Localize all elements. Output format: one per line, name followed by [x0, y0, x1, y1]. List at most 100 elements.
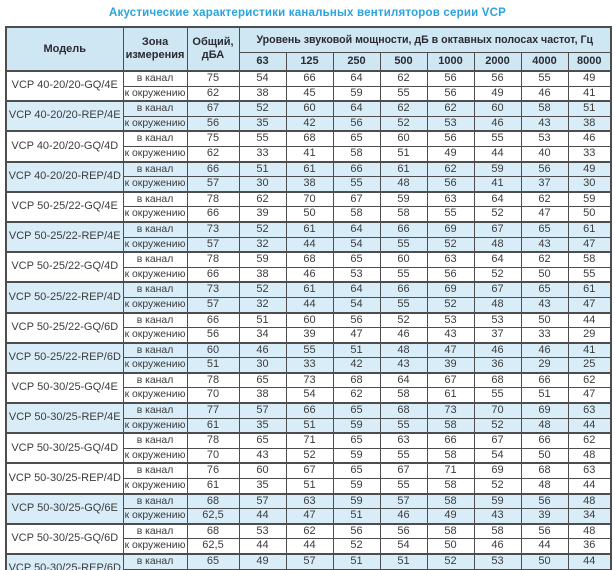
- band-level-cell: 63: [567, 402, 612, 419]
- band-level-cell: 49: [426, 508, 475, 525]
- total-dba-cell: 65: [186, 552, 240, 570]
- zone-cell: к окружению: [122, 508, 188, 525]
- band-level-cell: 53: [520, 130, 569, 147]
- band-level-cell: 67: [473, 432, 522, 449]
- band-level-cell: 55: [567, 266, 612, 283]
- band-level-cell: 56: [520, 522, 569, 540]
- band-level-cell: 59: [332, 85, 381, 102]
- band-level-cell: 52: [426, 296, 475, 314]
- band-level-cell: 65: [332, 130, 381, 147]
- band-level-cell: 67: [473, 220, 522, 238]
- band-level-cell: 51: [520, 387, 569, 404]
- band-level-cell: 64: [332, 69, 381, 87]
- band-level-cell: 57: [379, 492, 428, 510]
- header-row-top: Модель Зона измерения Общий, дБА Уровень…: [5, 26, 612, 72]
- band-level-cell: 59: [473, 492, 522, 510]
- model-cell: VCP 40-20/20-GQ/4E: [5, 69, 124, 102]
- band-level-cell: 67: [473, 281, 522, 298]
- col-header-model: Модель: [5, 26, 124, 72]
- col-header-sound-power-level: Уровень звуковой мощности, дБ в октавных…: [238, 26, 612, 53]
- table-row: к окружению 57 32 44 54 55 52 48 43 47: [6, 296, 612, 314]
- total-dba-cell: 78: [186, 190, 240, 208]
- zone-cell: к окружению: [122, 447, 188, 464]
- band-level-cell: 56: [520, 160, 569, 178]
- band-level-cell: 59: [379, 190, 428, 208]
- model-cell: VCP 50-25/22-GQ/4E: [5, 190, 124, 223]
- band-level-cell: 51: [379, 552, 428, 570]
- table-row: к окружению 57 32 44 54 55 52 48 43 47: [6, 236, 612, 253]
- zone-cell: в канал: [122, 552, 188, 570]
- band-level-cell: 39: [238, 206, 287, 223]
- zone-cell: в канал: [122, 69, 188, 87]
- band-level-cell: 46: [473, 341, 522, 359]
- header-row-frequencies: 63 125 250 500 1000 2000 4000 8000: [6, 52, 612, 72]
- band-level-cell: 47: [520, 206, 569, 223]
- band-level-cell: 51: [285, 478, 334, 495]
- band-level-cell: 53: [426, 311, 475, 329]
- total-dba-cell: 66: [186, 311, 240, 329]
- band-level-cell: 62: [520, 190, 569, 208]
- band-level-cell: 58: [379, 206, 428, 223]
- band-level-cell: 37: [473, 327, 522, 344]
- total-dba-cell: 75: [186, 130, 240, 147]
- col-header-freq-63: 63: [238, 52, 287, 72]
- total-dba-cell: 62,5: [186, 538, 240, 555]
- band-level-cell: 44: [238, 508, 287, 525]
- band-level-cell: 69: [473, 462, 522, 480]
- total-dba-cell: 75: [186, 69, 240, 87]
- total-dba-cell: 61: [186, 417, 240, 434]
- band-level-cell: 51: [285, 417, 334, 434]
- band-level-cell: 50: [285, 206, 334, 223]
- band-level-cell: 51: [332, 552, 381, 570]
- band-level-cell: 56: [426, 69, 475, 87]
- band-level-cell: 50: [520, 266, 569, 283]
- band-level-cell: 64: [473, 190, 522, 208]
- band-level-cell: 46: [238, 341, 287, 359]
- total-dba-cell: 66: [186, 206, 240, 223]
- band-level-cell: 65: [332, 432, 381, 449]
- band-level-cell: 54: [473, 447, 522, 464]
- band-level-cell: 68: [379, 402, 428, 419]
- zone-cell: в канал: [122, 492, 188, 510]
- band-level-cell: 66: [379, 281, 428, 298]
- band-level-cell: 64: [473, 251, 522, 268]
- band-level-cell: 55: [285, 341, 334, 359]
- table-row: VCP 50-30/25-GQ/6E в канал 68 57 63 59 57 58 59 5…: [5, 492, 612, 525]
- band-level-cell: 54: [332, 296, 381, 314]
- table-row: VCP 50-25/22-REP/6D в канал 60 46 55 51 48 47 46…: [5, 341, 612, 374]
- band-level-cell: 49: [238, 552, 287, 570]
- band-level-cell: 39: [285, 327, 334, 344]
- table-row: к окружению 70 38 54 62 58 61 55 51 47: [6, 387, 612, 404]
- band-level-cell: 73: [285, 371, 334, 389]
- band-level-cell: 48: [567, 522, 612, 540]
- acoustic-characteristics-table: Модель Зона измерения Общий, дБА Уровень…: [5, 26, 613, 570]
- band-level-cell: 50: [520, 552, 569, 570]
- band-level-cell: 48: [567, 492, 612, 510]
- zone-cell: к окружению: [122, 478, 188, 495]
- band-level-cell: 68: [285, 251, 334, 268]
- zone-cell: к окружению: [122, 206, 188, 223]
- band-level-cell: 69: [426, 281, 475, 298]
- band-level-cell: 58: [426, 522, 475, 540]
- total-dba-cell: 51: [186, 357, 240, 374]
- band-level-cell: 65: [332, 251, 381, 268]
- band-level-cell: 25: [567, 357, 612, 374]
- col-header-freq-4000: 4000: [520, 52, 569, 72]
- band-level-cell: 61: [426, 387, 475, 404]
- band-level-cell: 51: [238, 160, 287, 178]
- band-level-cell: 43: [520, 115, 569, 132]
- band-level-cell: 67: [285, 462, 334, 480]
- band-level-cell: 61: [379, 160, 428, 178]
- total-dba-cell: 62: [186, 145, 240, 163]
- band-level-cell: 43: [379, 357, 428, 374]
- band-level-cell: 71: [285, 432, 334, 449]
- band-level-cell: 33: [567, 145, 612, 163]
- zone-cell: к окружению: [122, 85, 188, 102]
- band-level-cell: 44: [567, 552, 612, 570]
- model-cell: VCP 50-30/25-GQ/6E: [5, 492, 124, 525]
- total-dba-cell: 66: [186, 266, 240, 283]
- zone-cell: в канал: [122, 190, 188, 208]
- band-level-cell: 33: [238, 145, 287, 163]
- table-row: к окружению 70 43 52 59 55 58 54 50 48: [6, 447, 612, 464]
- table-row: VCP 40-20/20-REP/4D в канал 66 51 61 66 61 62 59…: [5, 160, 612, 193]
